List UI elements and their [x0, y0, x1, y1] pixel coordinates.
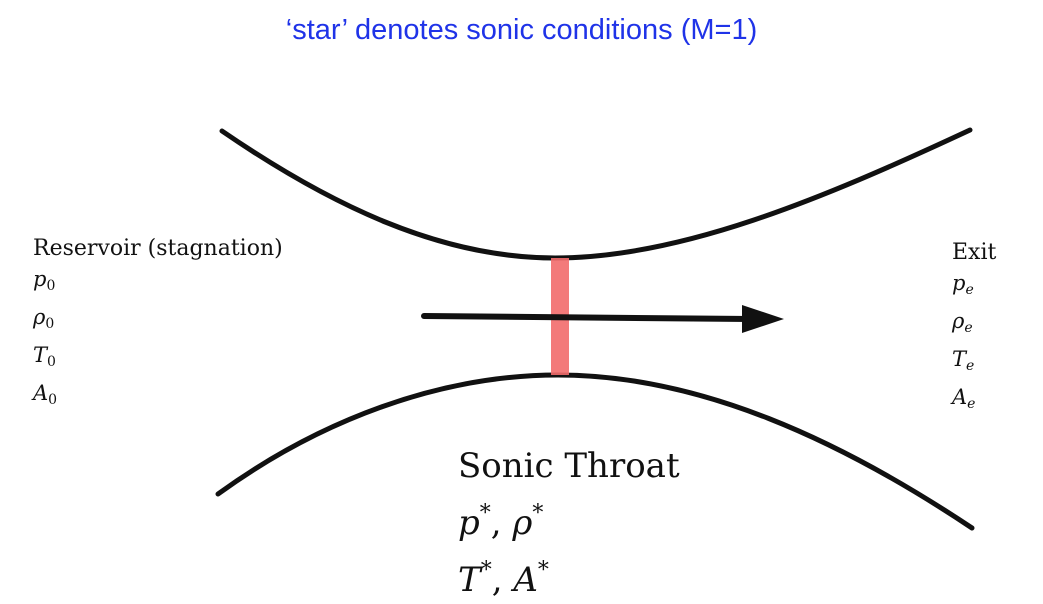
flow-direction-arrowhead-icon	[742, 305, 784, 333]
exit-pressure: pe	[952, 271, 974, 298]
flow-direction-arrow-shaft	[421, 313, 753, 322]
lower-wall-curve	[215, 372, 975, 531]
upper-wall-curve	[219, 127, 973, 261]
reservoir-block: Reservoir (stagnation) p0 ρ0 T0 A0	[33, 234, 283, 416]
exit-title: Exit	[952, 240, 997, 265]
sonic-throat-temperature-area: T*, A*	[458, 558, 549, 600]
sonic-throat-pressure-density: p*, ρ*	[458, 501, 544, 543]
reservoir-area: A0	[33, 381, 58, 408]
exit-block: Exit pe ρe Te Ae	[952, 238, 996, 420]
reservoir-temperature: T0	[33, 343, 56, 370]
exit-area: Ae	[952, 385, 976, 412]
reservoir-pressure: p0	[33, 267, 56, 294]
exit-temperature: Te	[952, 347, 975, 374]
reservoir-density: ρ0	[33, 305, 55, 332]
diagram-heading: ‘star’ denotes sonic conditions (M=1)	[285, 14, 758, 46]
exit-density: ρe	[952, 309, 973, 336]
reservoir-title: Reservoir (stagnation)	[33, 236, 283, 261]
sonic-throat-block: Sonic Throat p*, ρ* T*, A*	[458, 442, 680, 604]
sonic-throat-title: Sonic Throat	[458, 446, 680, 486]
